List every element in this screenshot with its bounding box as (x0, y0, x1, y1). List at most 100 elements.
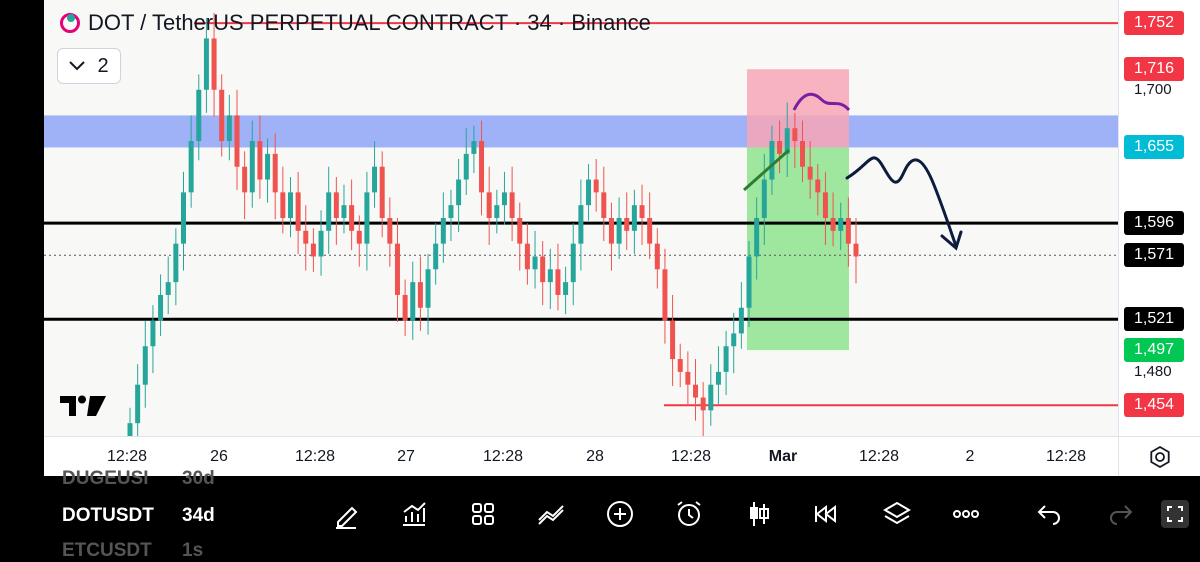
candle (203, 38, 209, 90)
stop-zone (747, 69, 849, 148)
candle (624, 218, 630, 231)
candle (417, 282, 423, 308)
candle (326, 192, 332, 231)
pencil-icon[interactable] (330, 498, 362, 530)
candle (173, 243, 179, 283)
candle (540, 256, 546, 283)
layers-icon[interactable] (881, 498, 913, 530)
watchlist-value: 30d (182, 468, 215, 489)
candle (578, 205, 584, 244)
replay-icon[interactable] (811, 498, 843, 530)
settings-gear-icon[interactable] (1148, 445, 1172, 469)
symbol-header[interactable]: DOT / TetherUS PERPETUAL CONTRACT · 34 ·… (60, 10, 651, 36)
drawn-arrow-head (940, 230, 963, 251)
candle (188, 141, 194, 193)
candle (509, 192, 515, 218)
candle (440, 218, 446, 244)
candle (845, 218, 851, 244)
candle (822, 192, 828, 218)
candle (287, 192, 293, 218)
redo-icon[interactable] (1105, 498, 1137, 530)
candle (379, 166, 385, 218)
candle (616, 218, 622, 244)
candle (394, 243, 400, 295)
candle (563, 282, 569, 295)
watchlist-symbol[interactable]: ETCUSDT (62, 540, 152, 561)
candle (219, 89, 225, 142)
candle (631, 205, 637, 231)
price-label: 1,655 (1124, 135, 1184, 160)
chart-plot[interactable] (44, 0, 1118, 436)
time-tick: 12:28 (1045, 448, 1087, 465)
candle (280, 192, 286, 218)
candle (303, 230, 309, 244)
compare-icon[interactable] (535, 498, 567, 530)
chart-pane[interactable] (44, 0, 1118, 436)
time-tick: Mar (768, 448, 798, 465)
candle (456, 179, 462, 206)
candle (654, 243, 660, 270)
candle (318, 230, 324, 257)
candle (387, 218, 393, 244)
supply-zone (44, 115, 1118, 148)
grid-icon[interactable] (467, 498, 499, 530)
candle (524, 243, 530, 270)
candle (586, 179, 592, 206)
candle (700, 397, 706, 411)
candle (754, 218, 760, 257)
candle (479, 141, 485, 193)
candle (142, 346, 148, 385)
candles-icon[interactable] (743, 498, 775, 530)
candle (715, 371, 721, 385)
candle (310, 243, 316, 257)
candle (196, 89, 202, 142)
candle (494, 205, 500, 218)
candle (662, 269, 668, 321)
drawn-up-stroke (743, 148, 790, 192)
undo-icon[interactable] (1033, 498, 1065, 530)
drawn-projection-path (845, 156, 958, 248)
candle (708, 384, 714, 411)
watchlist-value: 1s (182, 540, 204, 561)
candle (410, 282, 416, 321)
time-axis[interactable] (44, 436, 1118, 477)
time-tick: 26 (210, 448, 228, 465)
price-label: 1,497 (1124, 338, 1184, 363)
price-label: 1,521 (1124, 307, 1184, 332)
chart-settings-corner[interactable] (1118, 436, 1200, 477)
time-tick: 27 (397, 448, 415, 465)
candle (547, 269, 553, 283)
time-tick: 28 (586, 448, 604, 465)
candle (463, 153, 469, 180)
price-label: 1,571 (1124, 243, 1184, 268)
time-tick: 12:28 (482, 448, 524, 465)
candle (807, 166, 813, 180)
watchlist-symbol[interactable]: DUGEUSI (62, 468, 149, 489)
candle (226, 115, 232, 142)
candle (647, 218, 653, 244)
watchlist-symbol[interactable]: DOTUSDT (62, 505, 154, 526)
candle (471, 141, 477, 154)
candle (853, 243, 859, 257)
candle (501, 192, 507, 206)
indicators-icon[interactable] (398, 498, 430, 530)
add-icon[interactable] (604, 498, 636, 530)
candle (670, 320, 676, 360)
candle (608, 218, 614, 244)
candle (693, 384, 699, 398)
collapse-indicators-button[interactable]: 2 (57, 48, 121, 84)
indicator-count: 2 (97, 54, 109, 77)
polkadot-logo-icon (60, 13, 80, 33)
candle (800, 141, 806, 167)
drawn-curve-top (792, 92, 851, 112)
symbol-title: DOT / TetherUS PERPETUAL CONTRACT · 34 ·… (88, 10, 651, 35)
candle (517, 218, 523, 244)
candle (731, 333, 737, 347)
more-icon[interactable] (950, 498, 982, 530)
candle (265, 153, 271, 180)
price-label: 1,596 (1124, 211, 1184, 236)
fullscreen-icon[interactable] (1159, 498, 1191, 530)
alarm-icon[interactable] (673, 498, 705, 530)
candle (356, 230, 362, 244)
candle (425, 269, 431, 308)
